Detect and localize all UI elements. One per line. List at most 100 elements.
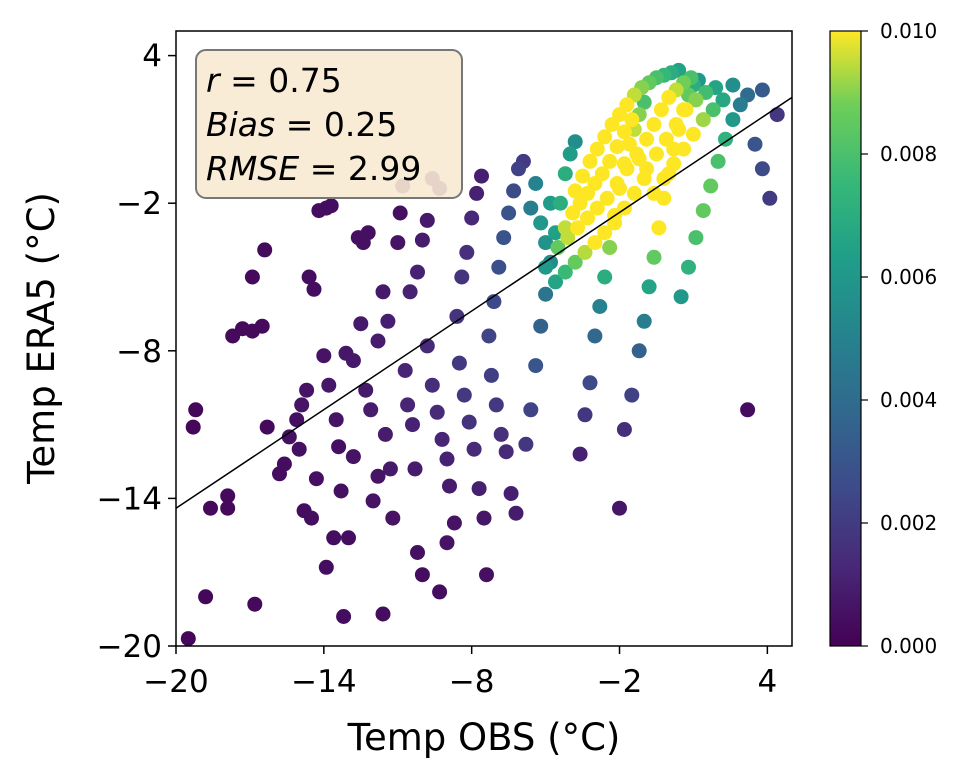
colorbar-tick-label: 0.008 [880,142,937,166]
y-tick-label: −8 [116,334,162,370]
stat-bias: Bias = 0.25 [206,105,397,144]
scatter-point [188,402,204,418]
scatter-point [562,146,578,162]
scatter-point [754,82,770,98]
scatter-point [597,129,613,145]
scatter-point [333,483,349,499]
scatter-point [220,500,236,516]
scatter-point [365,493,381,509]
scatter-point [402,284,418,300]
scatter-point [619,97,635,113]
scatter-point [306,281,322,297]
x-tick-label: 4 [757,664,777,700]
scatter-point [476,510,492,526]
scatter-point [370,333,386,349]
scatter-point [316,348,332,364]
scatter-point [345,353,361,369]
scatter-point [599,190,615,206]
scatter-point [567,134,583,150]
scatter-point [575,168,591,184]
scatter-point [715,92,731,108]
scatter-point [629,146,645,162]
scatter-point [538,286,554,302]
scatter-point [533,215,549,231]
scatter-point [328,412,344,428]
scatter-point [668,117,684,132]
y-tick-label: −2 [116,186,162,222]
scatter-point [203,500,218,516]
scatter-point [331,439,347,455]
scatter-point [661,89,677,105]
scatter-point [572,446,588,462]
scatter-point [185,419,201,435]
colorbar-tick-label: 0.006 [880,265,937,289]
scatter-point [624,387,640,403]
scatter-point [587,328,603,344]
scatter-point [257,242,273,258]
scatter-point [244,269,260,285]
scatter-point [725,77,741,93]
scatter-point [616,422,632,437]
scatter-point [180,631,196,646]
scatter-point [609,139,625,155]
scatter-point [616,124,632,140]
scatter-point [678,102,694,118]
x-axis-ticks: −20 −14 −8 −2 4 [143,646,777,700]
scatter-point [582,375,598,391]
scatter-point [247,596,263,612]
scatter-point [646,117,662,132]
scatter-point [488,397,504,413]
scatter-point [769,107,785,123]
scatter-point [636,171,652,187]
scatter-point [597,269,613,285]
scatter-point [762,190,778,206]
scatter-point [567,254,583,270]
scatter-point [466,441,482,457]
scatter-point [392,205,408,221]
scatter-point [641,279,657,295]
scatter-point [685,126,701,142]
scatter-point [469,185,485,201]
x-tick-label: −8 [449,664,495,700]
scatter-point [410,264,425,280]
scatter-point [560,230,576,246]
scatter-point [496,230,512,246]
scatter-point [220,488,236,504]
scatter-point [747,136,763,152]
scatter-point [538,235,554,251]
y-tick-label: −20 [97,629,162,665]
scatter-point [688,230,704,246]
x-tick-label: −2 [597,664,643,700]
scatter-point [508,505,524,521]
scatter-point [619,161,635,177]
scatter-point [498,444,514,460]
scatter-point [456,387,472,403]
scatter-point [518,436,534,452]
scatter-point [407,461,423,477]
scatter-points [180,62,785,646]
scatter-point [321,377,337,393]
scatter-point [370,468,386,484]
scatter-point [523,200,539,216]
scatter-point [439,535,455,551]
x-tick-label: −20 [143,664,208,700]
scatter-point [695,203,711,219]
scatter-point [624,112,640,128]
stat-rmse: RMSE = 2.99 [206,149,421,188]
scatter-point [323,198,339,214]
scatter-point [390,235,406,251]
scatter-point [754,161,770,177]
scatter-point [281,429,297,445]
scatter-point [503,486,519,501]
scatter-point [592,299,608,314]
scatter-point [666,156,682,172]
stat-r: r = 0.75 [206,61,342,100]
scatter-point [528,358,544,374]
scatter-point [291,441,307,457]
x-tick-label: −14 [291,664,356,700]
scatter-point [397,363,413,378]
scatter-point [377,426,393,442]
scatter-point [382,461,398,477]
scatter-point [336,609,352,624]
scatter-point [594,166,610,182]
